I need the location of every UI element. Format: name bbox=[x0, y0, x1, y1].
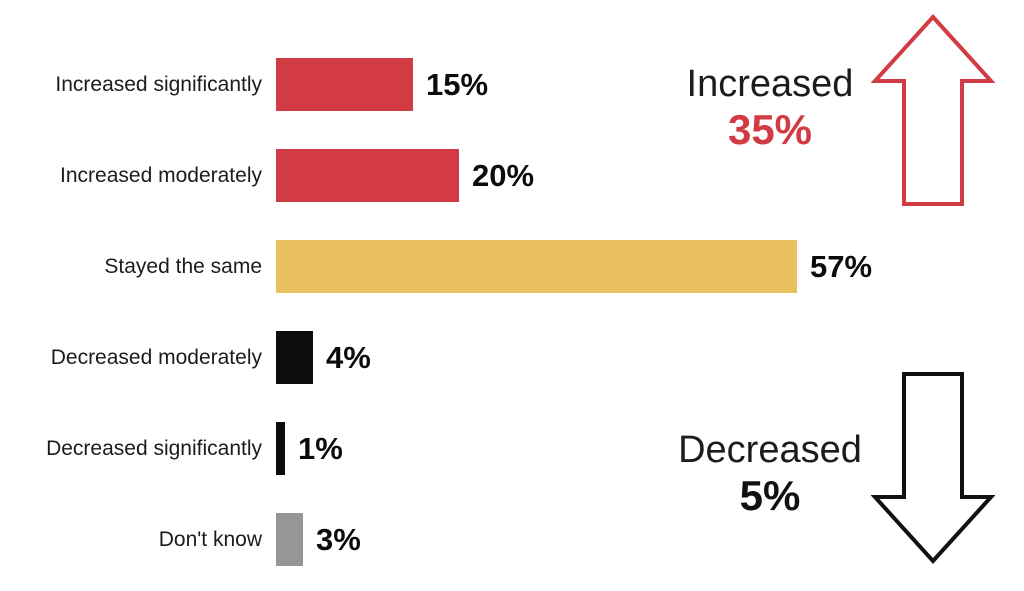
bar bbox=[276, 240, 797, 293]
bar-rows: Increased significantly 15% Increased mo… bbox=[0, 58, 872, 591]
value-label: 3% bbox=[316, 521, 361, 557]
bar bbox=[276, 513, 303, 566]
increased-annotation: Increased 35% bbox=[668, 62, 872, 153]
bar-row: Stayed the same 57% bbox=[0, 240, 872, 293]
category-label: Don't know bbox=[158, 527, 262, 551]
value-label: 20% bbox=[472, 157, 535, 193]
bar-row: Increased significantly 15% bbox=[0, 58, 860, 111]
bar bbox=[276, 149, 459, 202]
increased-annotation-value: 35% bbox=[727, 106, 813, 153]
decreased-annotation-value: 5% bbox=[739, 472, 801, 519]
category-label: Increased moderately bbox=[60, 163, 262, 187]
bar bbox=[276, 422, 285, 475]
bar-row: Decreased significantly 1% bbox=[0, 422, 860, 475]
value-label: 57% bbox=[810, 248, 873, 284]
bar-row: Don't know 3% bbox=[0, 513, 860, 566]
bar bbox=[276, 331, 313, 384]
increased-annotation-label: Increased bbox=[686, 63, 854, 105]
bar-row: Decreased moderately 4% bbox=[0, 331, 860, 384]
category-label: Decreased significantly bbox=[46, 436, 262, 460]
decreased-annotation-label: Decreased bbox=[678, 429, 862, 471]
bar bbox=[276, 58, 413, 111]
value-label: 4% bbox=[326, 339, 371, 375]
category-label: Stayed the same bbox=[104, 254, 262, 278]
down-arrow-icon bbox=[871, 372, 995, 564]
category-label: Increased significantly bbox=[55, 72, 262, 96]
value-label: 1% bbox=[298, 430, 343, 466]
up-arrow-icon bbox=[871, 14, 995, 206]
bar-row: Increased moderately 20% bbox=[0, 149, 860, 202]
value-label: 15% bbox=[426, 66, 489, 102]
decreased-annotation: Decreased 5% bbox=[668, 428, 872, 519]
category-label: Decreased moderately bbox=[50, 345, 262, 369]
